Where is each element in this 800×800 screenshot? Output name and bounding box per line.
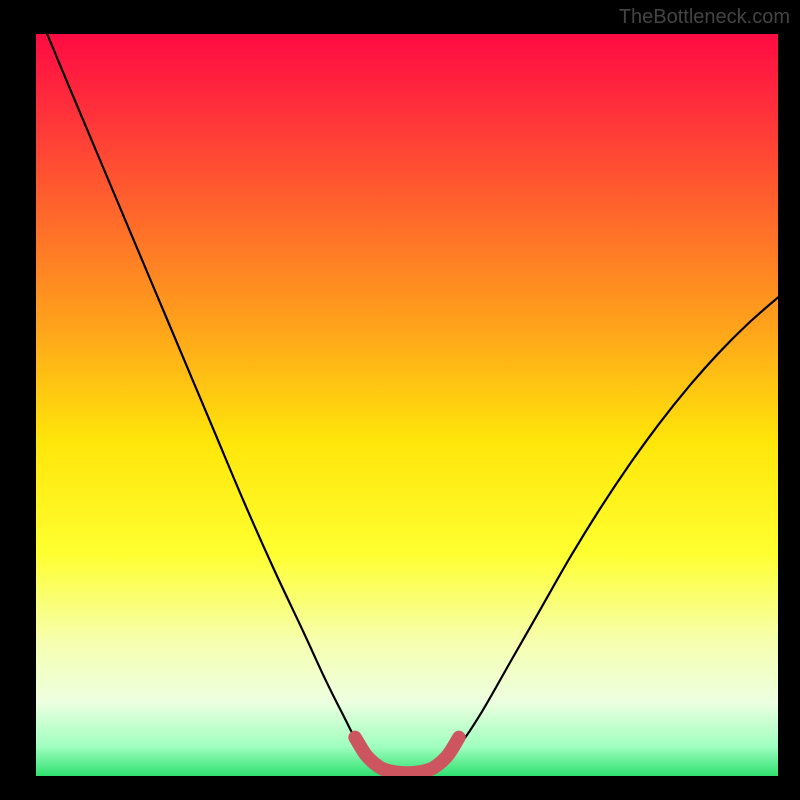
watermark-text: TheBottleneck.com [619,6,790,29]
chart-background [36,34,778,776]
bottleneck-chart [36,34,778,776]
chart-stage: TheBottleneck.com [0,0,800,800]
